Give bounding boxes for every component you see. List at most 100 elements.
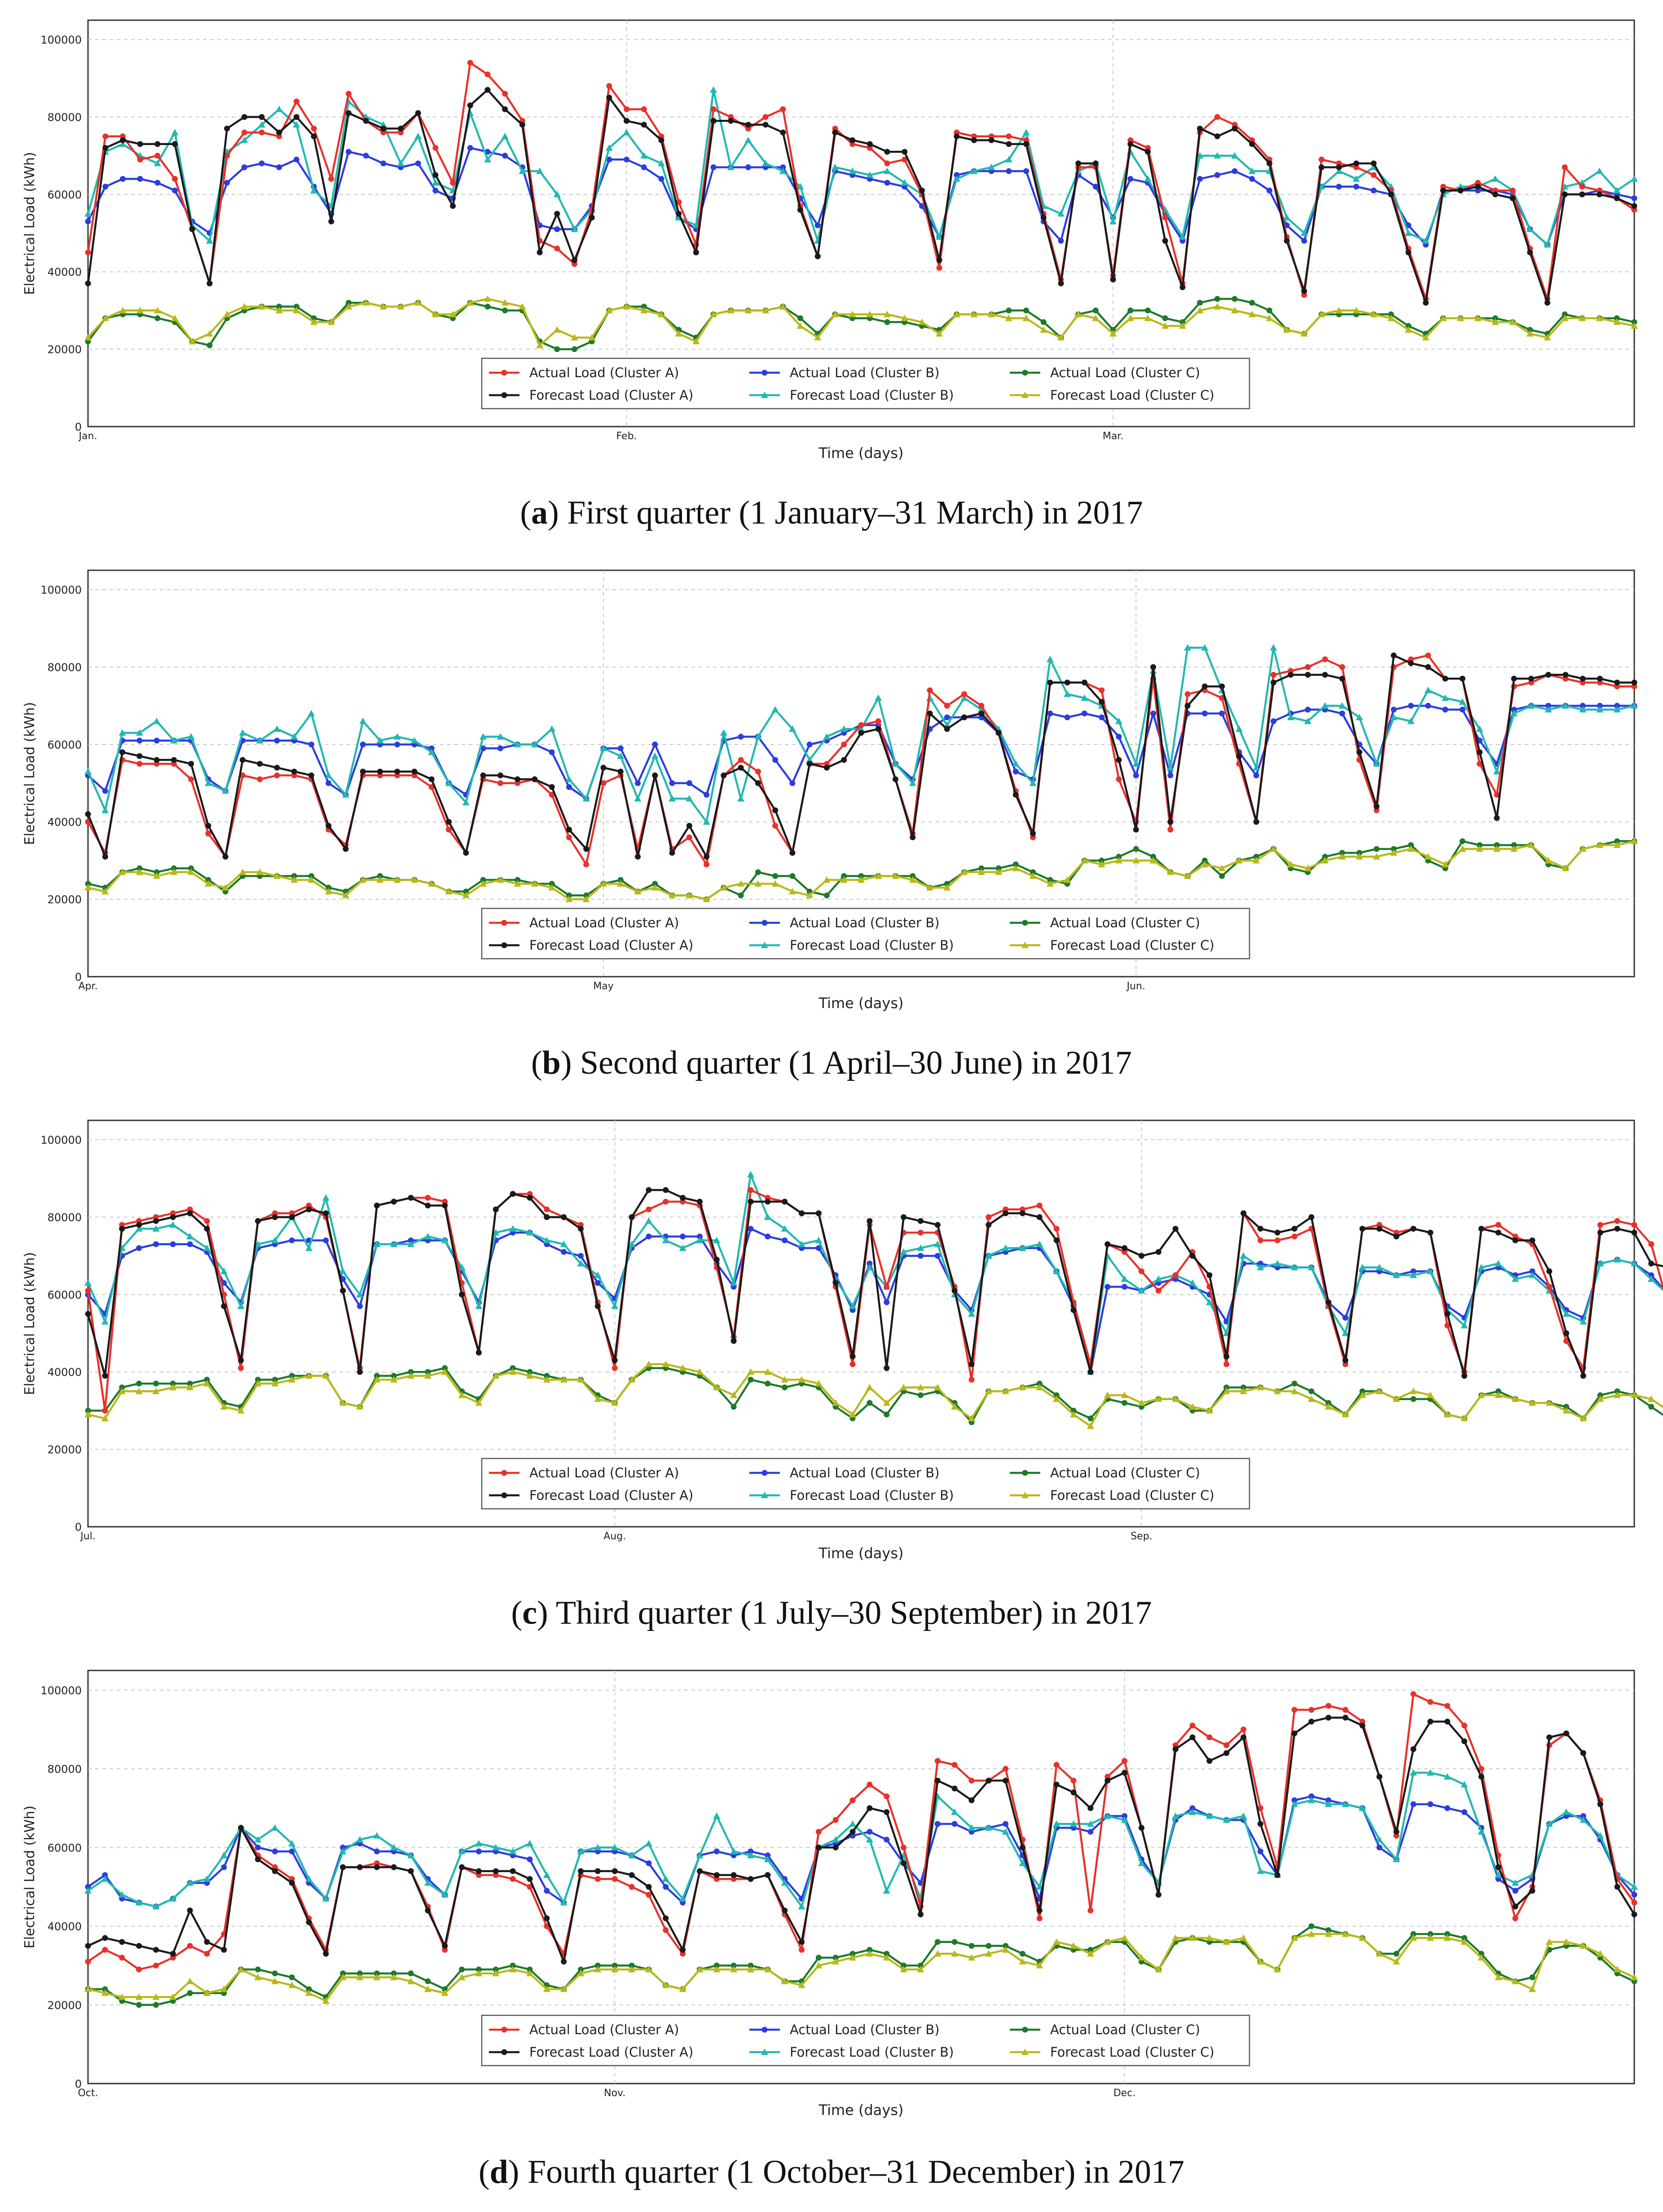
legend-item-actual-b: Actual Load (Cluster B) bbox=[749, 365, 940, 380]
data-point bbox=[222, 854, 229, 860]
data-point bbox=[1266, 307, 1272, 313]
data-point bbox=[467, 102, 473, 109]
data-point bbox=[560, 1899, 568, 1906]
data-point bbox=[1012, 861, 1019, 868]
data-point bbox=[274, 737, 280, 744]
data-point bbox=[832, 1280, 839, 1286]
data-point bbox=[527, 1876, 533, 1882]
x-tick-label: Aug. bbox=[603, 1531, 626, 1542]
data-point bbox=[634, 795, 642, 802]
data-point bbox=[204, 1218, 210, 1224]
data-point bbox=[961, 691, 968, 697]
data-point bbox=[343, 846, 349, 852]
data-point bbox=[432, 172, 439, 178]
data-point bbox=[1477, 842, 1483, 848]
data-point bbox=[1338, 702, 1346, 709]
data-point bbox=[1144, 314, 1152, 322]
data-point bbox=[85, 1311, 91, 1317]
data-point bbox=[744, 137, 752, 143]
data-point bbox=[1544, 706, 1552, 713]
data-point bbox=[1461, 1809, 1468, 1815]
data-point bbox=[679, 1895, 686, 1902]
data-point bbox=[772, 757, 779, 763]
data-point bbox=[934, 1939, 941, 1945]
data-point bbox=[713, 1965, 721, 1973]
data-point bbox=[1036, 1915, 1043, 1921]
data-point bbox=[1308, 1707, 1315, 1713]
data-point bbox=[1390, 706, 1397, 713]
data-point bbox=[951, 1785, 958, 1792]
data-point bbox=[1339, 850, 1345, 856]
data-point bbox=[1184, 872, 1192, 879]
data-point bbox=[1155, 1891, 1161, 1898]
data-point bbox=[1241, 1384, 1247, 1391]
caption-text: Third quarter (1 July–30 September) in 2… bbox=[555, 1595, 1152, 1631]
data-point bbox=[84, 1411, 92, 1418]
data-point bbox=[221, 1303, 227, 1309]
data-point bbox=[1336, 164, 1342, 171]
data-point bbox=[1241, 1210, 1247, 1216]
data-point bbox=[960, 868, 968, 875]
data-point bbox=[239, 729, 246, 736]
data-point bbox=[624, 106, 630, 112]
data-point bbox=[840, 876, 848, 883]
data-point bbox=[669, 795, 676, 802]
data-point bbox=[1138, 1824, 1144, 1831]
x-tick-label: Feb. bbox=[616, 431, 637, 442]
data-point bbox=[188, 865, 194, 872]
data-point bbox=[1325, 1299, 1332, 1305]
data-point bbox=[1029, 872, 1037, 879]
data-point bbox=[1492, 191, 1498, 198]
data-point bbox=[1318, 156, 1324, 163]
data-point bbox=[815, 1955, 822, 1961]
data-point bbox=[515, 776, 521, 782]
data-point bbox=[171, 865, 177, 872]
data-point bbox=[578, 1225, 584, 1232]
data-point bbox=[727, 163, 735, 170]
legend-marker bbox=[761, 1470, 768, 1476]
data-point bbox=[221, 1947, 227, 1953]
data-point bbox=[748, 1962, 754, 1969]
data-point bbox=[900, 1965, 907, 1973]
data-point bbox=[1104, 1938, 1111, 1945]
data-point bbox=[1495, 1260, 1502, 1267]
data-point bbox=[624, 118, 630, 124]
data-point bbox=[1167, 819, 1174, 825]
data-point bbox=[1631, 1883, 1638, 1890]
data-point bbox=[442, 1943, 448, 1949]
data-point bbox=[738, 734, 744, 740]
data-point bbox=[1019, 1384, 1026, 1391]
data-point bbox=[411, 737, 418, 744]
data-point bbox=[510, 1962, 516, 1969]
data-point bbox=[600, 745, 607, 751]
data-point bbox=[397, 159, 405, 167]
data-point bbox=[1301, 288, 1307, 294]
data-point bbox=[919, 187, 925, 194]
data-point bbox=[1081, 857, 1088, 864]
data-point bbox=[475, 1399, 483, 1406]
data-point bbox=[762, 122, 769, 128]
data-point bbox=[1390, 652, 1397, 659]
data-point bbox=[797, 207, 804, 213]
data-point bbox=[340, 1287, 346, 1294]
data-point bbox=[1461, 1781, 1468, 1788]
data-point bbox=[340, 1844, 346, 1851]
data-point bbox=[359, 876, 367, 883]
data-point bbox=[849, 137, 856, 143]
data-point bbox=[1057, 334, 1065, 341]
data-point bbox=[934, 1821, 941, 1827]
legend-marker bbox=[501, 920, 507, 926]
data-point bbox=[663, 1884, 669, 1890]
legend-marker bbox=[501, 1492, 507, 1498]
legend: Actual Load (Cluster A) Actual Load (Clus… bbox=[481, 908, 1250, 960]
data-point bbox=[1231, 307, 1238, 313]
data-point bbox=[1426, 1391, 1434, 1398]
y-tick-label: 60000 bbox=[48, 1842, 82, 1854]
data-point bbox=[968, 1824, 975, 1831]
data-point bbox=[544, 1206, 550, 1212]
data-point bbox=[239, 772, 246, 779]
data-point bbox=[917, 1965, 924, 1973]
data-point bbox=[480, 877, 486, 883]
series-forecast-a bbox=[85, 1187, 1663, 1379]
data-point bbox=[1495, 1222, 1501, 1228]
